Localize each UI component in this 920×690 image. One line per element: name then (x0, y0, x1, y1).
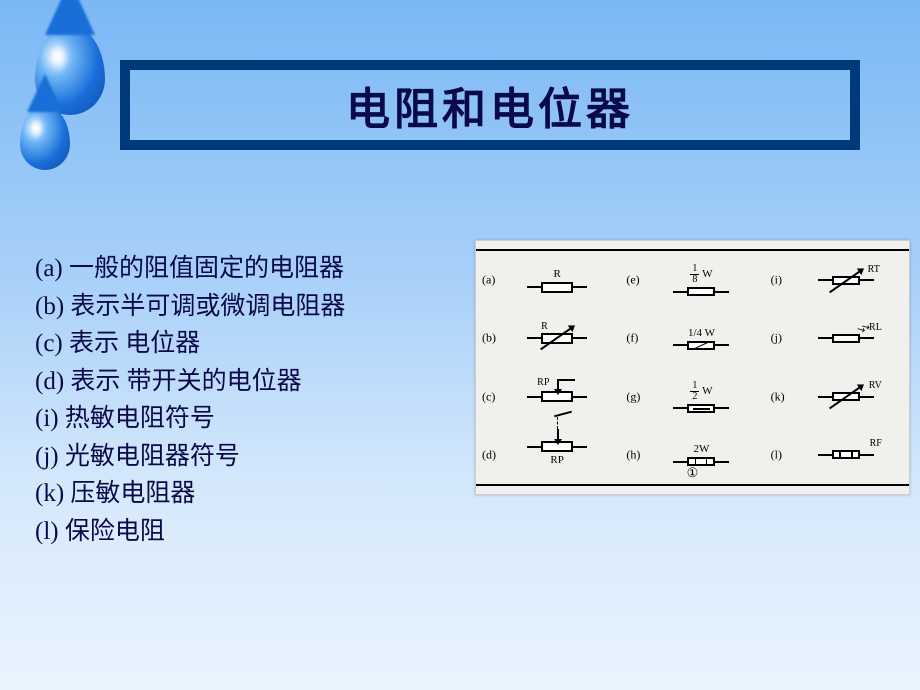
symbol-i: (i) RT (765, 251, 909, 309)
figure-number: ① (687, 465, 699, 481)
list-item: (b) 表示半可调或微调电阻器 (35, 288, 345, 326)
symbol-e: (e) 18 W (620, 251, 764, 309)
list-item: (l) 保险电阻 (35, 513, 345, 551)
symbol-k: (k) RV (765, 368, 909, 426)
list-item: (a) 一般的阻值固定的电阻器 (35, 250, 345, 288)
symbol-c: (c) RP (476, 368, 620, 426)
list-item: (j) 光敏电阻器符号 (35, 438, 345, 476)
symbol-g: (g) 12 W (620, 368, 764, 426)
symbol-j: (j) RL ↘↘ (765, 309, 909, 367)
list-item: (c) 表示 电位器 (35, 325, 345, 363)
symbol-diagram: (a) R (e) 18 W (i) RT (475, 240, 910, 495)
symbol-b: (b) R (476, 309, 620, 367)
symbol-a: (a) R (476, 251, 620, 309)
symbol-l: (l) RF (765, 426, 909, 484)
symbol-f: (f) 1/4 W (620, 309, 764, 367)
definition-list: (a) 一般的阻值固定的电阻器 (b) 表示半可调或微调电阻器 (c) 表示 电… (35, 250, 345, 550)
list-item: (k) 压敏电阻器 (35, 475, 345, 513)
list-item: (i) 热敏电阻符号 (35, 400, 345, 438)
list-item: (d) 表示 带开关的电位器 (35, 363, 345, 401)
water-drop-icon (20, 105, 70, 170)
title-frame: 电阻和电位器 (120, 60, 860, 150)
decorative-droplets (15, 10, 135, 190)
symbol-d: (d) RP (476, 426, 620, 484)
page-title: 电阻和电位器 (346, 73, 634, 137)
